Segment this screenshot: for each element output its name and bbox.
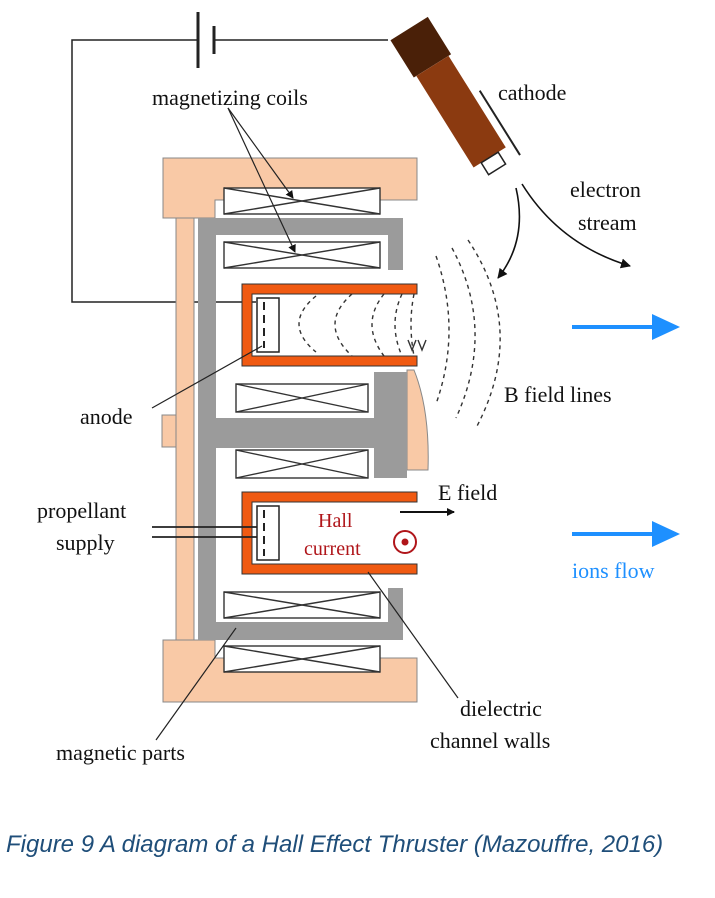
dielectric-channel-walls — [241, 283, 418, 575]
ions-flow-arrows — [572, 314, 680, 547]
coil-4 — [235, 449, 369, 479]
coils-leader-2 — [227, 107, 296, 253]
coil-3 — [235, 383, 369, 413]
cathode-tip — [480, 151, 507, 176]
coil-2 — [223, 241, 381, 269]
hall-thruster-diagram: magnetizing coils cathode electron strea… — [37, 12, 680, 765]
power-circuit — [71, 12, 388, 303]
label-propellant-supply-line2: supply — [56, 530, 115, 555]
label-cathode: cathode — [498, 80, 566, 105]
label-electron-stream-line1: electron — [570, 177, 641, 202]
coil-1 — [223, 187, 381, 215]
cathode — [390, 16, 521, 176]
label-ions-flow: ions flow — [572, 558, 655, 583]
cathode-cap — [390, 16, 452, 78]
magnetic-back-plate — [198, 230, 216, 640]
label-magnetic-parts: magnetic parts — [56, 740, 185, 765]
cathode-keeper — [478, 90, 521, 156]
outer-body-left-wall — [175, 217, 195, 641]
cathode-body — [416, 55, 506, 168]
label-dielectric-channel-walls-line1: dielectric — [460, 696, 542, 721]
label-propellant-supply-line1: propellant — [37, 498, 126, 523]
circuit-wire — [71, 39, 256, 303]
lower-anode — [256, 505, 280, 561]
anodes — [256, 297, 280, 561]
label-anode: anode — [80, 404, 133, 429]
electron-stream-to-channel — [497, 187, 521, 279]
exit-pole-piece — [406, 369, 429, 471]
label-magnetizing-coils: magnetizing coils — [152, 85, 308, 110]
labels: magnetizing coils cathode electron strea… — [37, 80, 655, 765]
lower-channel-wall — [241, 491, 418, 575]
label-hall-current-line2: current — [304, 538, 361, 560]
label-hall-current-line1: Hall — [318, 510, 353, 532]
label-electron-stream-line2: stream — [578, 210, 637, 235]
magnetic-parts — [198, 218, 407, 640]
coil-5 — [223, 591, 381, 619]
magnetic-top-arm — [198, 218, 403, 290]
figure-caption: Figure 9 A diagram of a Hall Effect Thru… — [6, 831, 664, 858]
b-field-lines — [298, 239, 501, 429]
electron-stream-outward — [521, 183, 631, 269]
label-b-field-lines: B field lines — [504, 382, 612, 407]
label-e-field: E field — [438, 480, 497, 505]
channel-walls-leader — [367, 571, 459, 699]
leader-lines — [151, 107, 459, 741]
upper-channel-wall — [241, 283, 418, 367]
magnetic-parts-leader — [155, 627, 237, 741]
coils-leader-1 — [227, 107, 294, 199]
coil-6 — [223, 645, 381, 673]
outer-body-side-tab — [161, 414, 177, 448]
ions-arrow-upper — [572, 314, 680, 340]
out-of-page-dot-icon — [393, 530, 417, 554]
ions-arrow-lower — [572, 521, 680, 547]
label-dielectric-channel-walls-line2: channel walls — [430, 728, 550, 753]
magnetic-bottom-arm — [198, 588, 403, 640]
b-field-arrowheads — [407, 339, 427, 352]
propellant-supply-lines — [152, 526, 257, 538]
anode-leader — [151, 345, 263, 409]
magnetizing-coils — [223, 187, 381, 673]
electron-stream — [497, 183, 631, 279]
upper-anode — [256, 297, 280, 353]
magnetic-center-pole — [216, 372, 407, 478]
